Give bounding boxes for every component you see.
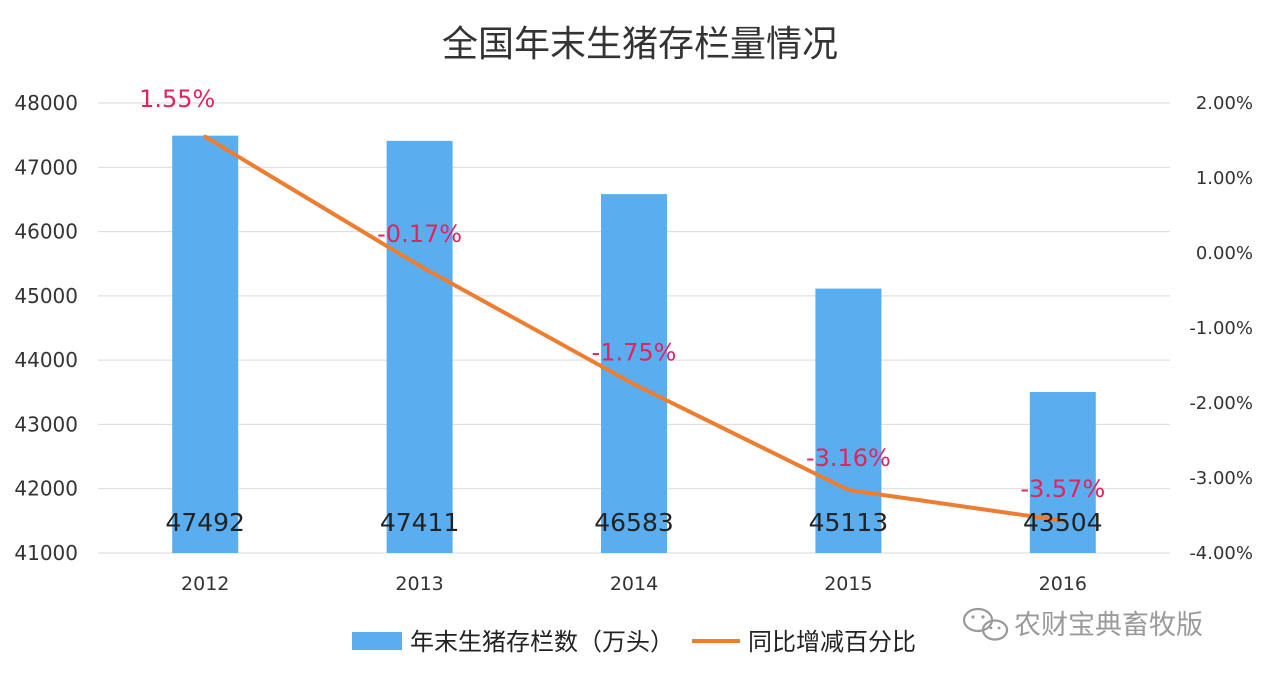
line-point bbox=[632, 382, 636, 387]
x-tick-label: 2016 bbox=[1039, 573, 1087, 595]
bar-data-labels: 47492 47411 46583 45113 43504 bbox=[165, 508, 1102, 537]
wechat-icon bbox=[962, 607, 1009, 641]
legend-swatch-bar bbox=[352, 632, 402, 650]
y-left-tick-label: 44000 bbox=[14, 348, 78, 372]
x-tick-label: 2012 bbox=[181, 573, 229, 595]
y-left-tick-label: 46000 bbox=[14, 220, 78, 244]
y-axis-left: 41000 42000 43000 44000 45000 46000 47000 48000 bbox=[14, 91, 78, 565]
y-left-tick-label: 42000 bbox=[14, 477, 78, 501]
y-left-tick-label: 45000 bbox=[14, 284, 78, 308]
watermark-text: 农财宝典畜牧版 bbox=[1014, 610, 1203, 641]
line-series bbox=[203, 134, 1065, 523]
line-value-label: -3.16% bbox=[806, 444, 891, 472]
bar bbox=[172, 135, 239, 553]
y-axis-right: -4.00% -3.00% -2.00% -1.00% 0.00% 1.00% 2.00% bbox=[1189, 93, 1253, 564]
y-right-tick-label: -1.00% bbox=[1189, 318, 1253, 339]
bar-series bbox=[172, 135, 1096, 554]
bar bbox=[1029, 392, 1096, 553]
y-left-tick-label: 48000 bbox=[14, 91, 78, 115]
y-right-tick-label: 1.00% bbox=[1196, 168, 1253, 189]
y-right-tick-label: -4.00% bbox=[1189, 543, 1253, 564]
x-tick-label: 2015 bbox=[824, 573, 872, 595]
legend-label-bar: 年末生猪存栏数（万头） bbox=[410, 628, 674, 656]
bar-value-label: 45113 bbox=[809, 508, 889, 537]
y-right-tick-label: -2.00% bbox=[1189, 393, 1253, 414]
line-value-label: -3.57% bbox=[1020, 475, 1105, 503]
bar bbox=[815, 288, 882, 553]
x-tick-label: 2013 bbox=[395, 573, 443, 595]
bar bbox=[386, 140, 453, 553]
y-right-tick-label: -3.00% bbox=[1189, 468, 1253, 489]
bar-value-label: 47492 bbox=[165, 508, 245, 537]
y-left-tick-label: 47000 bbox=[14, 155, 78, 179]
line-data-labels: 1.55% -0.17% -1.75% -3.16% -3.57% bbox=[139, 85, 1105, 503]
line-value-label: -1.75% bbox=[592, 338, 677, 366]
watermark: 农财宝典畜牧版 bbox=[962, 607, 1203, 641]
legend-label-line: 同比增减百分比 bbox=[748, 628, 916, 656]
legend: 年末生猪存栏数（万头） 同比增减百分比 bbox=[352, 628, 916, 656]
x-axis: 2012 2013 2014 2015 2016 bbox=[181, 573, 1087, 595]
line-point bbox=[417, 263, 422, 268]
y-left-tick-label: 41000 bbox=[14, 541, 78, 565]
line-value-label: -0.17% bbox=[377, 220, 462, 248]
line-point bbox=[846, 488, 851, 492]
chart-title: 全国年末生猪存栏量情况 bbox=[442, 24, 838, 65]
bar-value-label: 43504 bbox=[1023, 508, 1103, 537]
y-left-tick-label: 43000 bbox=[14, 412, 78, 436]
y-right-tick-label: 0.00% bbox=[1196, 243, 1253, 264]
line-value-label: 1.55% bbox=[139, 85, 215, 113]
bar-value-label: 46583 bbox=[594, 508, 674, 537]
y-right-tick-label: 2.00% bbox=[1196, 93, 1253, 114]
bar-value-label: 47411 bbox=[380, 508, 460, 537]
x-tick-label: 2014 bbox=[610, 573, 658, 595]
line-point bbox=[203, 134, 208, 139]
line-point bbox=[1060, 518, 1065, 523]
